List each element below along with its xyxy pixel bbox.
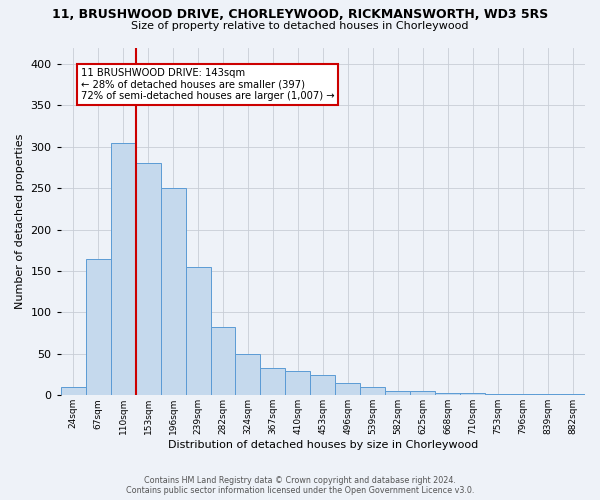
Bar: [510, 394, 535, 396]
Bar: [260, 368, 286, 396]
Bar: [286, 372, 310, 396]
Bar: [535, 394, 560, 396]
Text: 11 BRUSHWOOD DRIVE: 143sqm
← 28% of detached houses are smaller (397)
72% of sem: 11 BRUSHWOOD DRIVE: 143sqm ← 28% of deta…: [80, 68, 334, 102]
Bar: [185, 267, 211, 396]
X-axis label: Distribution of detached houses by size in Chorleywood: Distribution of detached houses by size …: [168, 440, 478, 450]
Bar: [161, 188, 185, 396]
Text: 11, BRUSHWOOD DRIVE, CHORLEYWOOD, RICKMANSWORTH, WD3 5RS: 11, BRUSHWOOD DRIVE, CHORLEYWOOD, RICKMA…: [52, 8, 548, 20]
Bar: [460, 393, 485, 396]
Bar: [361, 387, 385, 396]
Bar: [61, 387, 86, 396]
Bar: [310, 376, 335, 396]
Bar: [485, 394, 510, 396]
Text: Contains HM Land Registry data © Crown copyright and database right 2024.
Contai: Contains HM Land Registry data © Crown c…: [126, 476, 474, 495]
Bar: [110, 142, 136, 396]
Y-axis label: Number of detached properties: Number of detached properties: [15, 134, 25, 309]
Bar: [385, 391, 410, 396]
Text: Size of property relative to detached houses in Chorleywood: Size of property relative to detached ho…: [131, 21, 469, 31]
Bar: [235, 354, 260, 396]
Bar: [211, 326, 235, 396]
Bar: [335, 383, 361, 396]
Bar: [410, 391, 435, 396]
Bar: [560, 394, 585, 396]
Bar: [136, 164, 161, 396]
Bar: [435, 393, 460, 396]
Bar: [86, 258, 110, 396]
